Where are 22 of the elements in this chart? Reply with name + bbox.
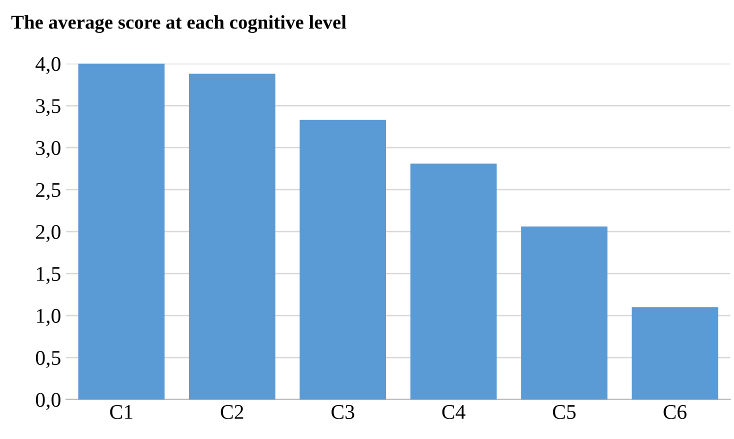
y-tick-label: 3,5	[36, 99, 60, 116]
bar	[410, 164, 497, 400]
y-tick-label: 3,0	[36, 140, 60, 158]
y-tick-label: 2,5	[36, 183, 60, 200]
x-tick-label: C6	[664, 405, 687, 420]
y-tick-label: 1,5	[36, 267, 60, 284]
y-tick-label: 4,0	[36, 57, 60, 74]
x-tick-label: C4	[442, 405, 466, 420]
x-tick-label: C5	[552, 405, 576, 420]
y-tick-label: 0,5	[36, 350, 60, 368]
bar	[300, 120, 386, 400]
chart-title: The average score at each cognitive level	[11, 15, 346, 33]
bar	[632, 307, 718, 400]
x-tick-label: C1	[110, 405, 132, 420]
y-tick-label: 2,0	[36, 224, 60, 242]
y-tick-label: 0,0	[36, 392, 60, 410]
x-tick-label: C3	[332, 405, 354, 420]
bar	[78, 64, 165, 400]
y-tick-label: 1,0	[36, 308, 60, 326]
x-tick-label: C2	[220, 405, 244, 420]
bar	[188, 74, 276, 400]
bar	[521, 226, 608, 400]
